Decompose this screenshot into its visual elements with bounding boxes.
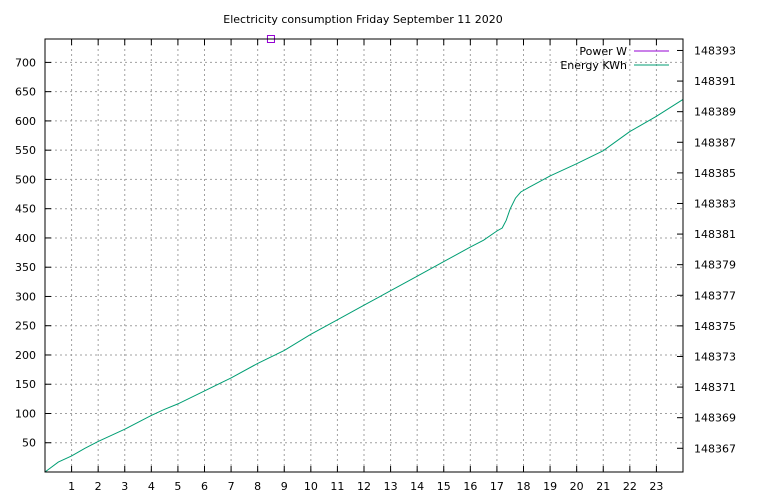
x-tick-label: 5 [174, 480, 181, 493]
x-tick-label: 19 [543, 480, 557, 493]
x-tick-label: 1 [68, 480, 75, 493]
y-tick-label: 100 [15, 407, 36, 420]
y2-tick-label: 148369 [694, 412, 736, 425]
y-tick-label: 500 [15, 173, 36, 186]
y2-tick-label: 148371 [694, 381, 736, 394]
y-axis-left: 50 100 150 200 250 300 350 400 450 500 550 600 650 70… [15, 56, 51, 450]
y2-tick-label: 148367 [694, 442, 736, 455]
x-tick-label: 4 [148, 480, 155, 493]
grid-lines [45, 39, 683, 472]
y2-tick-label: 148391 [694, 75, 736, 88]
y2-tick-label: 148381 [694, 228, 736, 241]
y-axis-right: 148367 148369 148371 148373 148375 148377 1483… [677, 44, 736, 455]
y2-tick-label: 148375 [694, 320, 736, 333]
x-tick-label: 22 [623, 480, 637, 493]
legend-label: Power W [579, 45, 627, 58]
x-tick-label: 20 [570, 480, 584, 493]
y2-tick-label: 148387 [694, 136, 736, 149]
y2-tick-label: 148389 [694, 106, 736, 119]
x-tick-label: 18 [517, 480, 531, 493]
x-tick-label: 13 [384, 480, 398, 493]
y-tick-label: 700 [15, 56, 36, 69]
x-tick-label: 15 [437, 480, 451, 493]
y-tick-label: 150 [15, 378, 36, 391]
x-tick-label: 2 [95, 480, 102, 493]
x-tick-label: 14 [410, 480, 424, 493]
y2-tick-label: 148383 [694, 197, 736, 210]
y-tick-label: 250 [15, 320, 36, 333]
x-tick-label: 21 [596, 480, 610, 493]
energy-line [44, 98, 684, 473]
y-tick-label: 200 [15, 349, 36, 362]
x-tick-label: 11 [330, 480, 344, 493]
y2-tick-label: 148379 [694, 259, 736, 272]
x-tick-label: 17 [490, 480, 504, 493]
x-tick-label: 10 [304, 480, 318, 493]
y2-tick-label: 148373 [694, 350, 736, 363]
chart-title: Electricity consumption Friday September… [223, 13, 502, 26]
y-tick-label: 400 [15, 232, 36, 245]
x-tick-label: 12 [357, 480, 371, 493]
x-tick-label: 8 [254, 480, 261, 493]
x-tick-label: 16 [463, 480, 477, 493]
legend-label: Energy KWh [560, 59, 627, 72]
y-tick-label: 300 [15, 290, 36, 303]
y2-tick-label: 148385 [694, 167, 736, 180]
x-tick-label: 6 [201, 480, 208, 493]
x-axis: 1 2 3 4 5 6 7 8 9 10 11 12 13 14 15 16 17 18 19 20 21 22 23 [68, 39, 663, 493]
x-tick-label: 3 [121, 480, 128, 493]
y-tick-label: 50 [22, 437, 36, 450]
x-tick-label: 9 [281, 480, 288, 493]
x-tick-label: 23 [649, 480, 663, 493]
x-tick-label: 7 [228, 480, 235, 493]
y2-tick-label: 148377 [694, 289, 736, 302]
y-tick-label: 550 [15, 144, 36, 157]
y2-tick-label: 148393 [694, 44, 736, 57]
y-tick-label: 450 [15, 203, 36, 216]
y-tick-label: 350 [15, 261, 36, 274]
y-tick-label: 600 [15, 115, 36, 128]
y-tick-label: 650 [15, 86, 36, 99]
